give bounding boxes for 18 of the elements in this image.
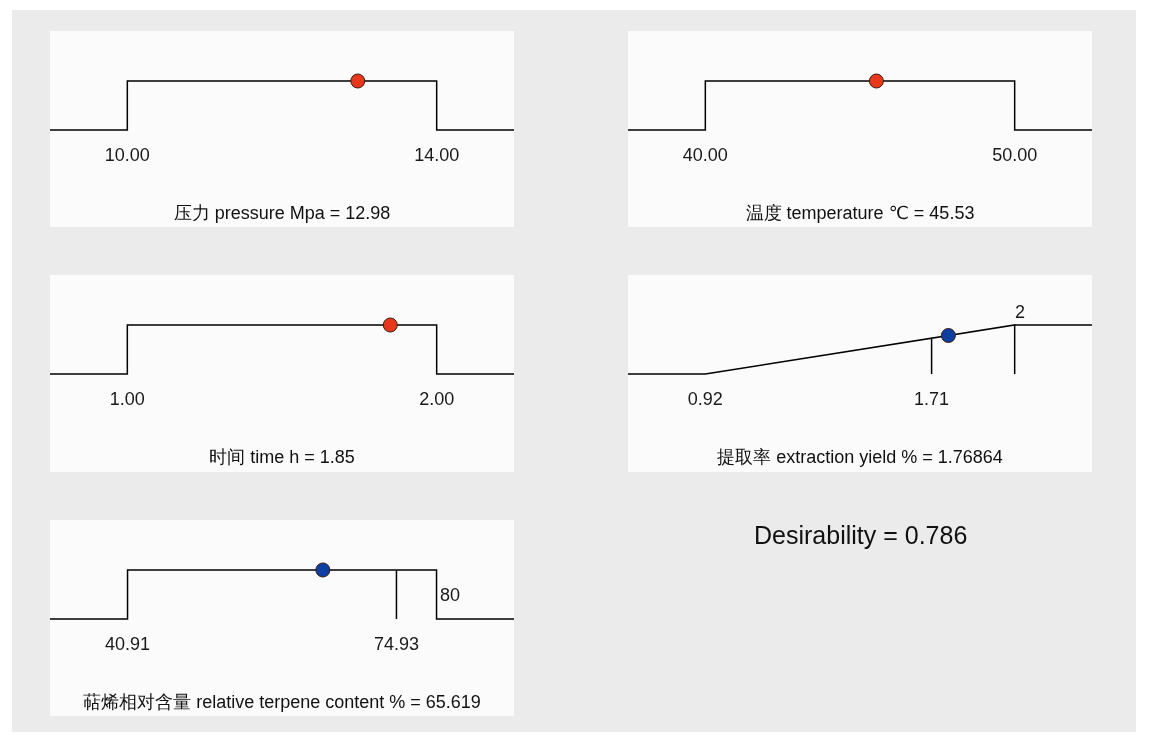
x-tick-label: 2.00: [419, 389, 455, 409]
annotation: 80: [440, 585, 461, 605]
x-tick-label: 50.00: [992, 145, 1038, 165]
x-tick-label: 1.71: [914, 389, 950, 409]
x-tick-label: 0.92: [687, 389, 723, 409]
x-axis-title: 压力 pressure Mpa = 12.98: [173, 203, 391, 224]
x-axis-title: 提取率 extraction yield % = 1.76864: [717, 447, 1003, 468]
x-tick-label: 40.00: [682, 145, 728, 165]
x-axis-title: 萜烯相对含量 relative terpene content % = 65.619: [83, 692, 481, 713]
x-tick-label: 40.91: [105, 634, 151, 654]
x-axis-title: 温度 temperature ℃ = 45.53: [745, 203, 975, 224]
x-tick-label: 14.00: [414, 145, 460, 165]
x-tick-label: 10.00: [104, 145, 150, 165]
annotation: 2: [1015, 302, 1026, 322]
text: Desirability = 0.786: [754, 521, 968, 549]
x-axis-title: 时间 time h = 1.85: [209, 447, 355, 468]
x-tick-label: 74.93: [373, 634, 419, 654]
x-tick-label: 1.00: [109, 389, 145, 409]
